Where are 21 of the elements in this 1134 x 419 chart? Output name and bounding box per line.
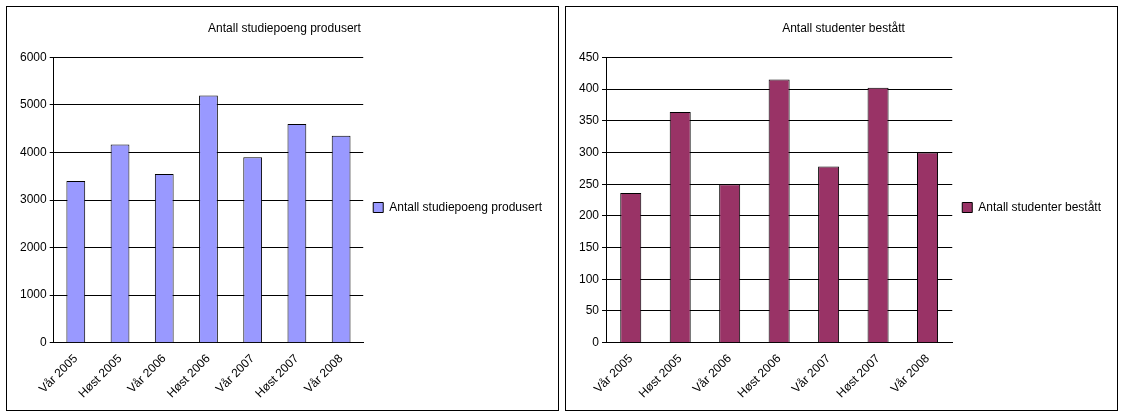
chart-title: Antall studenter bestått (782, 20, 906, 35)
y-tick-label: 150 (578, 239, 600, 254)
y-tick-label: 0 (40, 334, 48, 349)
legend-label: Antall studenter bestått (978, 199, 1102, 214)
y-tick-label: 4000 (19, 144, 48, 159)
y-tick-label: 50 (585, 303, 600, 318)
y-tick-label: 100 (578, 271, 600, 286)
y-tick-label: 1000 (19, 287, 48, 302)
legend-label: Antall studiepoeng produsert (389, 199, 543, 214)
y-tick-label: 400 (578, 81, 600, 96)
y-tick-label: 3000 (19, 192, 48, 207)
y-tick-label: 5000 (19, 97, 48, 112)
y-tick-label: 0 (592, 334, 600, 349)
y-tick-label: 300 (578, 144, 600, 159)
y-tick-label: 6000 (19, 49, 48, 64)
chart-title: Antall studiepoeng produsert (208, 20, 362, 35)
y-tick-label: 200 (578, 208, 600, 223)
y-tick-label: 2000 (19, 239, 48, 254)
y-tick-label: 350 (578, 113, 600, 128)
y-tick-label: 450 (578, 49, 600, 64)
y-tick-label: 250 (578, 176, 600, 191)
